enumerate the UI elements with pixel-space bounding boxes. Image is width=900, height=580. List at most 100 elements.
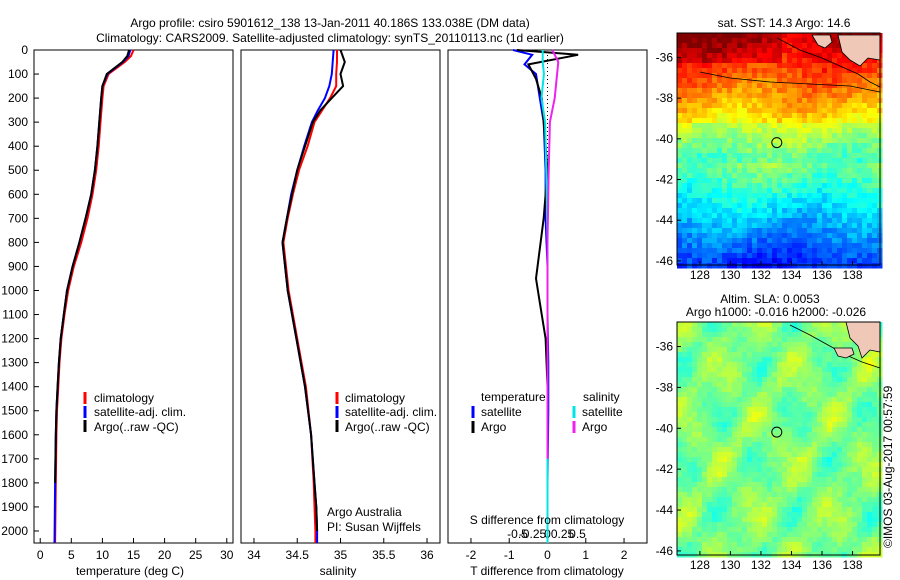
lat-tick-label: -44 bbox=[656, 503, 674, 517]
map-cell bbox=[817, 63, 823, 69]
map-cell bbox=[762, 263, 768, 269]
map-cell bbox=[772, 532, 778, 538]
map-cell bbox=[867, 218, 873, 224]
map-cell bbox=[777, 63, 783, 69]
map-cell bbox=[727, 118, 733, 124]
map-cell bbox=[807, 183, 813, 189]
map-cell bbox=[692, 342, 698, 348]
map-cell bbox=[777, 537, 783, 543]
map-cell bbox=[787, 183, 793, 189]
map-cell bbox=[762, 347, 768, 353]
map-cell bbox=[857, 73, 863, 79]
map-cell bbox=[722, 198, 728, 204]
map-cell bbox=[852, 218, 858, 224]
map-cell bbox=[857, 427, 863, 433]
map-cell bbox=[827, 377, 833, 383]
map-cell bbox=[832, 38, 838, 44]
map-cell bbox=[797, 337, 803, 343]
y-tick-label: 1000 bbox=[1, 283, 28, 297]
map-cell bbox=[812, 342, 818, 348]
map-cell bbox=[727, 337, 733, 343]
map-cell bbox=[812, 457, 818, 463]
map-cell bbox=[822, 53, 828, 59]
map-cell bbox=[827, 148, 833, 154]
map-cell bbox=[867, 83, 873, 89]
map-cell bbox=[847, 113, 853, 119]
map-cell bbox=[712, 332, 718, 338]
map-cell bbox=[792, 108, 798, 114]
map-cell bbox=[817, 233, 823, 239]
map-cell bbox=[842, 53, 848, 59]
map-cell bbox=[837, 442, 843, 448]
map-cell bbox=[847, 208, 853, 214]
map-cell bbox=[792, 43, 798, 49]
map-cell bbox=[752, 163, 758, 169]
map-cell bbox=[867, 497, 873, 503]
map-cell bbox=[732, 457, 738, 463]
map-cell bbox=[677, 527, 683, 533]
map-cell bbox=[787, 492, 793, 498]
map-cell bbox=[677, 327, 683, 333]
map-cell bbox=[712, 342, 718, 348]
map-cell bbox=[732, 133, 738, 139]
map-cell bbox=[762, 527, 768, 533]
map-cell bbox=[787, 188, 793, 194]
map-cell bbox=[777, 367, 783, 373]
map-cell bbox=[817, 352, 823, 358]
map-cell bbox=[712, 507, 718, 513]
map-cell bbox=[872, 467, 878, 473]
map-cell bbox=[777, 387, 783, 393]
map-cell bbox=[737, 507, 743, 513]
map-cell bbox=[767, 178, 773, 184]
map-cell bbox=[772, 437, 778, 443]
map-cell bbox=[692, 452, 698, 458]
map-cell bbox=[867, 173, 873, 179]
map-cell bbox=[687, 223, 693, 229]
map-cell bbox=[852, 342, 858, 348]
map-cell bbox=[762, 522, 768, 528]
map-cell bbox=[737, 178, 743, 184]
map-cell bbox=[727, 143, 733, 149]
map-cell bbox=[767, 342, 773, 348]
map-cell bbox=[677, 243, 683, 249]
map-cell bbox=[867, 357, 873, 363]
map-cell bbox=[747, 322, 753, 328]
map-cell bbox=[772, 397, 778, 403]
map-cell bbox=[712, 33, 718, 39]
map-cell bbox=[737, 148, 743, 154]
map-cell bbox=[807, 203, 813, 209]
map-cell bbox=[767, 68, 773, 74]
map-cell bbox=[717, 327, 723, 333]
map-cell bbox=[782, 367, 788, 373]
map-cell bbox=[807, 492, 813, 498]
map-cell bbox=[717, 422, 723, 428]
map-cell bbox=[752, 417, 758, 423]
map-cell bbox=[797, 193, 803, 199]
map-cell bbox=[867, 412, 873, 418]
map-cell bbox=[697, 322, 703, 328]
map-cell bbox=[767, 462, 773, 468]
series-line-argo-raw-qc- bbox=[54, 49, 131, 483]
map-cell bbox=[727, 88, 733, 94]
x-tick-label: -1 bbox=[504, 548, 515, 562]
map-cell bbox=[742, 322, 748, 328]
map-cell bbox=[752, 382, 758, 388]
map-cell bbox=[847, 517, 853, 523]
map-cell bbox=[742, 143, 748, 149]
map-cell bbox=[872, 362, 878, 368]
map-cell bbox=[702, 143, 708, 149]
map-cell bbox=[722, 108, 728, 114]
map-cell bbox=[717, 492, 723, 498]
map-cell bbox=[872, 402, 878, 408]
map-cell bbox=[697, 263, 703, 269]
map-cell bbox=[847, 123, 853, 129]
map-cell bbox=[762, 58, 768, 64]
sst-lon-axis: 128 130 132 134 136 138 bbox=[690, 261, 863, 282]
map-cell bbox=[767, 457, 773, 463]
map-cell bbox=[872, 427, 878, 433]
map-cell bbox=[682, 83, 688, 89]
map-cell bbox=[852, 542, 858, 548]
map-cell bbox=[702, 417, 708, 423]
map-cell bbox=[857, 462, 863, 468]
map-cell bbox=[702, 193, 708, 199]
